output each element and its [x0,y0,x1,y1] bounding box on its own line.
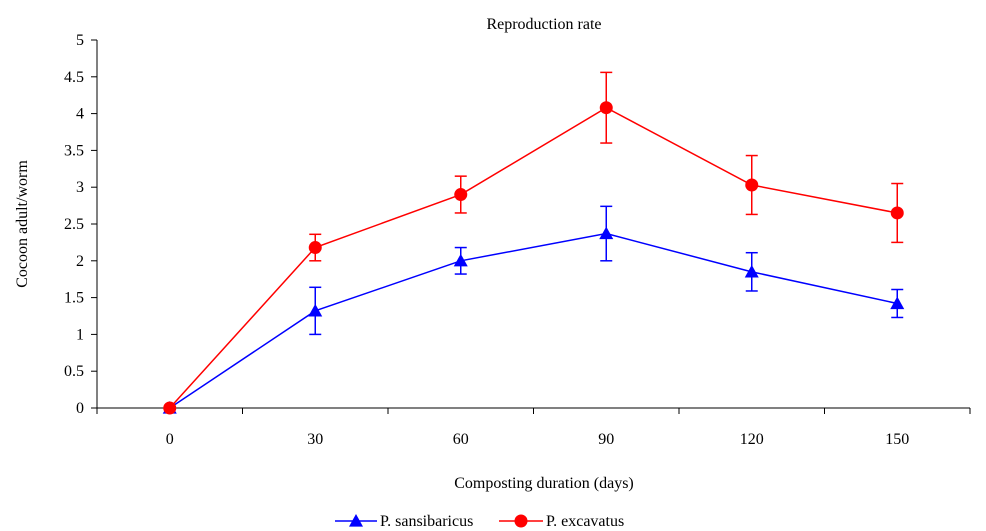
legend-label: P. sansibaricus [380,513,473,530]
x-tick-label: 120 [740,431,764,448]
data-point [745,178,759,192]
axes [96,40,970,409]
x-tick-label: 90 [598,431,614,448]
y-tick-label: 2.5 [64,216,84,233]
legend-label: P. excavatus [546,513,624,530]
y-tick-label: 1.5 [64,290,84,307]
x-tick-label: 150 [885,431,909,448]
data-point [744,264,759,278]
x-tick-label: 0 [166,431,174,448]
legend: P. sansibaricus P. excavatus [335,513,624,530]
y-tick-label: 4.5 [64,69,84,86]
chart-title: Reproduction rate [486,16,601,33]
data-point [163,401,177,415]
data-point [890,296,905,310]
y-tick-label: 2 [76,253,84,270]
y-tick-label: 4 [76,106,84,123]
series-p-sansibaricus [162,205,905,414]
data-point [308,241,322,255]
y-axis-label: Cocoon adult/worm [14,160,31,288]
legend-item: P. excavatus [499,513,624,530]
y-tick-label: 0.5 [64,363,84,380]
x-ticks: 0 30 60 90 120 150 [96,408,971,448]
legend-item: P. sansibaricus [335,513,473,530]
series-line [169,232,898,409]
y-tick-label: 3 [76,179,84,196]
y-tick-label: 3.5 [64,142,84,159]
y-tick-label: 0 [76,400,84,417]
x-tick-label: 60 [453,431,469,448]
plot-area [162,71,905,415]
y-ticks: 0 0.5 1 1.5 2 2.5 3 3.5 4 4.5 5 [64,32,97,417]
data-point [890,206,904,220]
data-point [599,226,614,240]
series-p-excavatus [163,71,904,415]
data-point [454,188,468,202]
data-point [599,101,613,115]
data-point [308,303,323,317]
x-axis-label: Composting duration (days) [454,475,634,492]
legend-marker [349,514,363,527]
y-tick-label: 5 [76,32,84,49]
data-point [453,253,468,267]
y-tick-label: 1 [76,326,84,343]
legend-marker [514,514,528,528]
series-line [169,106,898,409]
x-tick-label: 30 [307,431,323,448]
